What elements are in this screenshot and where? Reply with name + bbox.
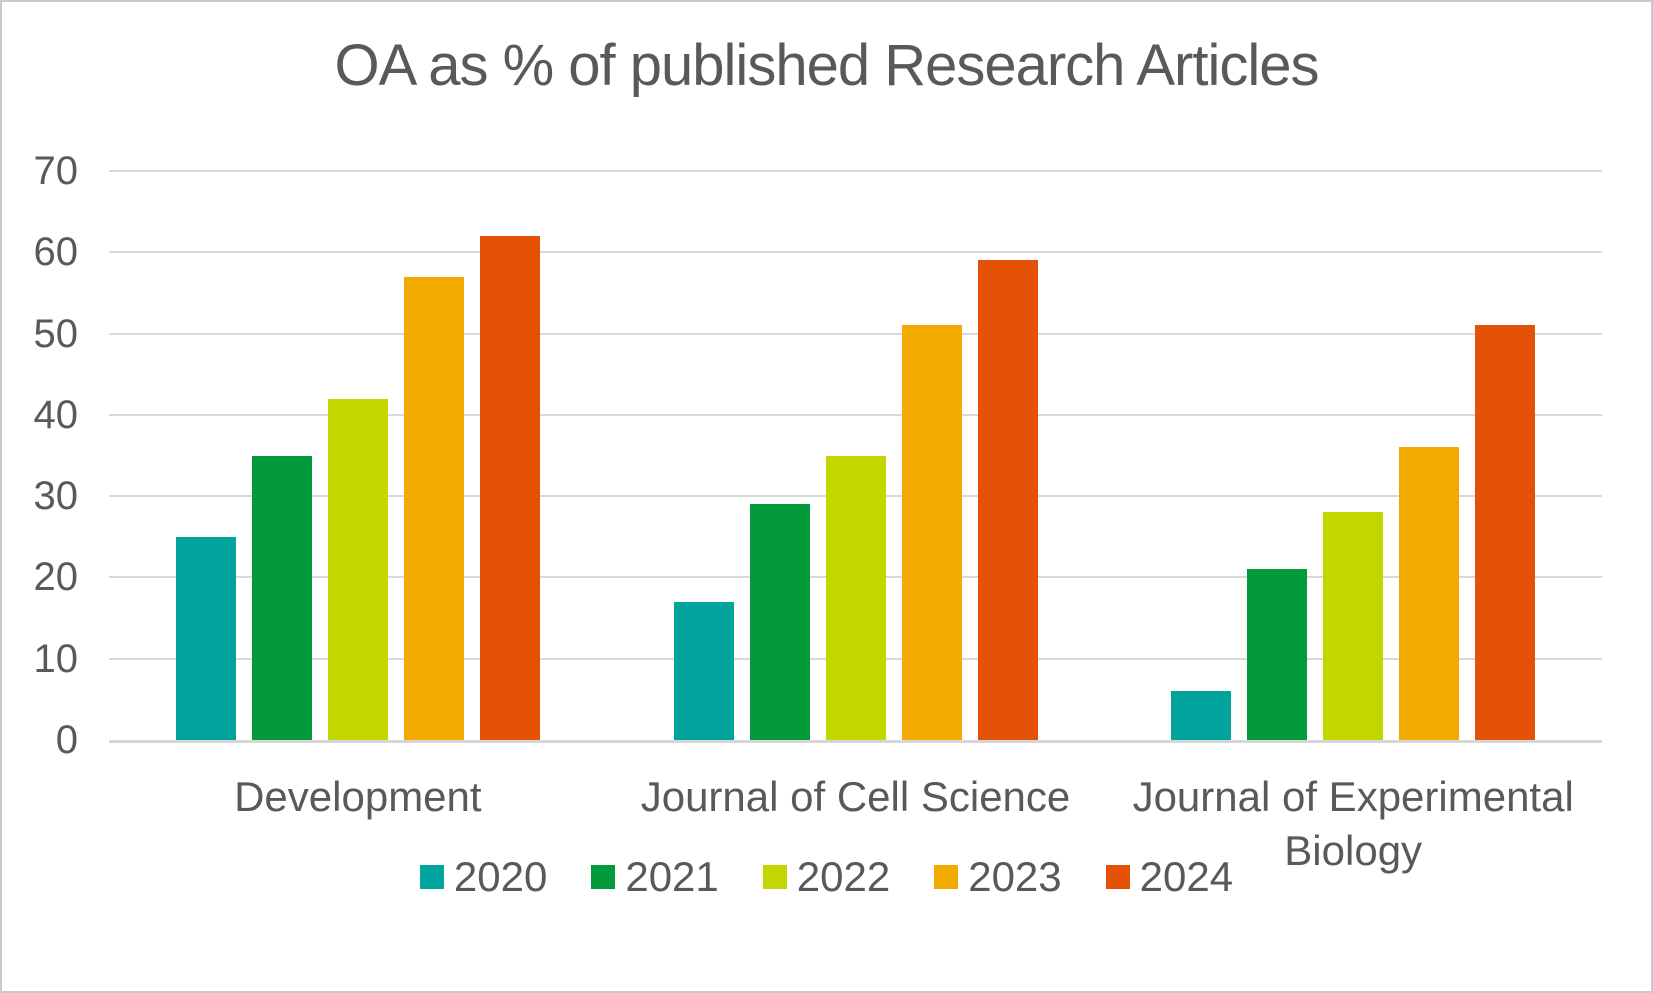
y-tick-label-20: 20: [33, 555, 79, 600]
y-tick-label-60: 60: [33, 230, 79, 275]
legend-label-2023: 2023: [968, 853, 1062, 900]
chart-title: OA as % of published Research Articles: [334, 33, 1320, 98]
bar-2024-journal-of-cell-science: [977, 260, 1038, 740]
legend-label-2020: 2020: [453, 853, 548, 900]
bar-2023-development: [403, 276, 464, 740]
plot-area: [109, 170, 1602, 743]
bar-groups: [109, 171, 1602, 740]
legend: 2020 2021 2022 2023 2024: [2, 856, 1651, 898]
bar-2022-development: [327, 398, 388, 740]
category-labels: Development Journal of Cell Science Journa…: [109, 770, 1602, 878]
bar-2020-journal-of-experimental-biology: [1171, 691, 1232, 740]
y-tick-label-50: 50: [33, 311, 79, 356]
bar-group-development: [109, 171, 607, 740]
bar-2023-journal-of-cell-science: [901, 325, 962, 740]
legend-item-2023: 2023: [934, 853, 1062, 900]
bar-group-journal-of-experimental-biology: [1104, 171, 1602, 740]
y-tick-label-30: 30: [33, 474, 79, 519]
legend-swatch-2024: [1105, 865, 1130, 889]
x-axis-line: [109, 740, 1602, 743]
bar-2020-development: [175, 536, 236, 740]
bar-2021-journal-of-cell-science: [749, 504, 810, 740]
legend-item-2021: 2021: [591, 853, 719, 900]
legend-swatch-2023: [934, 865, 959, 889]
y-tick-label-40: 40: [33, 392, 79, 437]
bar-2024-journal-of-experimental-biology: [1475, 325, 1536, 740]
gridline-50: [109, 332, 1602, 335]
y-tick-label-10: 10: [33, 636, 79, 681]
legend-item-2022: 2022: [762, 853, 891, 900]
legend-swatch-2021: [591, 865, 616, 889]
category-label-journal-of-cell-science: Journal of Cell Science: [640, 773, 1071, 820]
bar-2020-journal-of-cell-science: [673, 601, 734, 740]
legend-label-2022: 2022: [796, 853, 891, 900]
bar-2021-development: [251, 455, 312, 740]
bar-2022-journal-of-experimental-biology: [1323, 512, 1384, 740]
legend-item-2020: 2020: [419, 853, 548, 900]
gridline-60: [109, 251, 1602, 254]
category-label-development: Development: [234, 773, 482, 820]
bar-2021-journal-of-experimental-biology: [1247, 569, 1308, 740]
gridline-70: [109, 170, 1602, 172]
bar-2022-journal-of-cell-science: [825, 455, 886, 740]
y-tick-label-0: 0: [55, 718, 78, 762]
legend-swatch-2022: [762, 865, 787, 889]
bar-2023-journal-of-experimental-biology: [1399, 447, 1460, 740]
legend-label-2021: 2021: [625, 853, 719, 900]
bar-2024-development: [479, 236, 540, 740]
legend-label-2024: 2024: [1139, 853, 1234, 900]
category-label-journal-of-experimental-biology: Journal of Experimental Biology: [1132, 773, 1574, 874]
y-axis-labels: 0 10 20 30 40 50 60 70: [2, 151, 79, 760]
gridline-40: [109, 413, 1602, 416]
legend-swatch-2020: [419, 865, 444, 889]
bar-group-journal-of-cell-science: [607, 171, 1105, 740]
y-tick-label-70: 70: [33, 149, 79, 193]
legend-item-2024: 2024: [1105, 853, 1234, 900]
